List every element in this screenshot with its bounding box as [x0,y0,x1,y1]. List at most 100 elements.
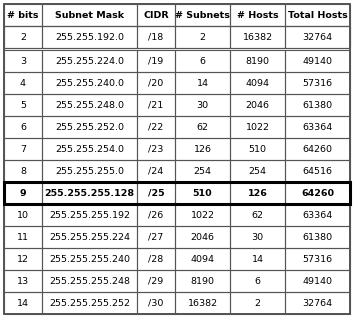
Text: 63364: 63364 [302,211,333,219]
Bar [42,50,137,72]
Bar [4,270,42,292]
Bar [230,160,285,182]
Bar [285,72,350,94]
Bar [137,4,175,26]
Text: /18: /18 [148,32,164,41]
Text: 4094: 4094 [191,254,214,263]
Bar [285,270,350,292]
Text: 3: 3 [20,56,26,65]
Bar [137,182,175,204]
Bar [137,204,175,226]
Text: 14: 14 [251,254,263,263]
Bar [42,182,137,204]
Text: 57316: 57316 [302,254,333,263]
Text: 126: 126 [247,189,267,198]
Text: 255.255.255.0: 255.255.255.0 [55,167,124,176]
Text: 32764: 32764 [302,32,333,41]
Bar [230,204,285,226]
Bar [230,26,285,48]
Text: 510: 510 [248,145,267,154]
Text: CIDR: CIDR [143,10,169,19]
Text: 11: 11 [17,233,29,241]
Text: 255.255.192.0: 255.255.192.0 [55,32,124,41]
Text: 30: 30 [196,100,209,110]
Bar [175,26,230,48]
Bar [285,116,350,138]
Bar [230,116,285,138]
Text: 64260: 64260 [301,189,334,198]
Text: 255.255.254.0: 255.255.254.0 [55,145,124,154]
Text: Subnet Mask: Subnet Mask [55,10,124,19]
Text: 6: 6 [20,122,26,132]
Bar [285,138,350,160]
Bar [4,182,42,204]
Bar [285,248,350,270]
Text: Total Hosts: Total Hosts [288,10,348,19]
Bar [137,72,175,94]
Text: 64516: 64516 [302,167,333,176]
Bar [4,182,350,204]
Text: 62: 62 [197,122,208,132]
Bar [42,204,137,226]
Bar [175,204,230,226]
Text: 254: 254 [248,167,267,176]
Bar [4,248,42,270]
Text: /30: /30 [148,298,164,307]
Text: 2: 2 [200,32,206,41]
Bar [230,94,285,116]
Bar [285,292,350,314]
Bar [230,50,285,72]
Bar [230,292,285,314]
Bar [137,270,175,292]
Text: 255.255.240.0: 255.255.240.0 [55,78,124,87]
Text: # Subnets: # Subnets [175,10,230,19]
Bar [137,160,175,182]
Text: 63364: 63364 [302,122,333,132]
Bar [230,248,285,270]
Bar [42,270,137,292]
Bar [137,138,175,160]
Bar [137,26,175,48]
Text: /19: /19 [148,56,164,65]
Text: 6: 6 [255,276,261,285]
Bar [285,204,350,226]
Text: 13: 13 [17,276,29,285]
Bar [175,116,230,138]
Bar [42,292,137,314]
Text: 255.255.255.128: 255.255.255.128 [44,189,135,198]
Text: /24: /24 [148,167,164,176]
Bar [42,226,137,248]
Bar [4,72,42,94]
Text: 4: 4 [20,78,26,87]
Text: # bits: # bits [7,10,39,19]
Bar [137,94,175,116]
Bar [4,50,42,72]
Bar [230,72,285,94]
Bar [4,94,42,116]
Bar [175,248,230,270]
Text: 30: 30 [251,233,263,241]
Bar [42,160,137,182]
Bar [4,138,42,160]
Bar [230,226,285,248]
Text: 8190: 8190 [246,56,269,65]
Text: 255.255.224.0: 255.255.224.0 [55,56,124,65]
Text: 9: 9 [20,189,26,198]
Text: 64260: 64260 [302,145,333,154]
Bar [175,50,230,72]
Bar [175,4,230,26]
Text: 255.255.255.224: 255.255.255.224 [49,233,130,241]
Bar [175,138,230,160]
Text: 1022: 1022 [246,122,269,132]
Bar [175,182,230,204]
Text: /28: /28 [148,254,164,263]
Text: /26: /26 [148,211,164,219]
Text: 12: 12 [17,254,29,263]
Text: 61380: 61380 [302,100,333,110]
Bar [42,26,137,48]
Text: 126: 126 [193,145,212,154]
Bar [4,26,350,48]
Text: /27: /27 [148,233,164,241]
Text: /23: /23 [148,145,164,154]
Text: 2: 2 [255,298,261,307]
